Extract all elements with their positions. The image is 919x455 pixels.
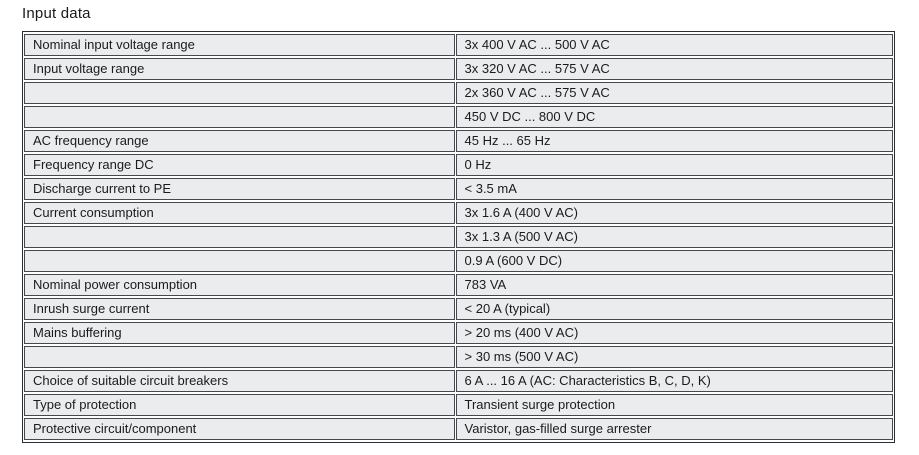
spec-value-cell: > 20 ms (400 V AC): [455, 322, 893, 344]
spec-label-cell: Frequency range DC: [24, 154, 455, 176]
table-row: > 30 ms (500 V AC): [24, 346, 893, 368]
table-row: Discharge current to PE < 3.5 mA: [24, 178, 893, 200]
table-row: 3x 1.3 A (500 V AC): [24, 226, 893, 248]
spec-label-cell: Choice of suitable circuit breakers: [24, 370, 455, 392]
spec-label-cell: [24, 250, 455, 272]
table-row: 2x 360 V AC ... 575 V AC: [24, 82, 893, 104]
table-row: Nominal power consumption 783 VA: [24, 274, 893, 296]
spec-value-cell: 3x 1.3 A (500 V AC): [455, 226, 893, 248]
section-title: Input data: [22, 5, 91, 22]
table-row: Input voltage range 3x 320 V AC ... 575 V…: [24, 58, 893, 80]
spec-label-cell: Type of protection: [24, 394, 455, 416]
spec-value-cell: Varistor, gas-filled surge arrester: [455, 418, 893, 440]
spec-value-cell: 6 A ... 16 A (AC: Characteristics B, C, …: [455, 370, 893, 392]
table-row: Frequency range DC 0 Hz: [24, 154, 893, 176]
spec-value-cell: 45 Hz ... 65 Hz: [455, 130, 893, 152]
spec-value-cell: 3x 400 V AC ... 500 V AC: [455, 34, 893, 56]
spec-value-cell: 3x 1.6 A (400 V AC): [455, 202, 893, 224]
spec-label-cell: Mains buffering: [24, 322, 455, 344]
spec-value-cell: > 30 ms (500 V AC): [455, 346, 893, 368]
spec-value-cell: 783 VA: [455, 274, 893, 296]
spec-label-cell: Protective circuit/component: [24, 418, 455, 440]
spec-value-cell: 2x 360 V AC ... 575 V AC: [455, 82, 893, 104]
input-data-table: Nominal input voltage range 3x 400 V AC .…: [23, 32, 894, 442]
spec-label-cell: Input voltage range: [24, 58, 455, 80]
spec-label-cell: [24, 346, 455, 368]
spec-label-cell: AC frequency range: [24, 130, 455, 152]
spec-value-cell: 0 Hz: [455, 154, 893, 176]
table-row: 450 V DC ... 800 V DC: [24, 106, 893, 128]
spec-label-cell: Nominal power consumption: [24, 274, 455, 296]
table-row: Mains buffering > 20 ms (400 V AC): [24, 322, 893, 344]
input-data-table-border: Nominal input voltage range 3x 400 V AC .…: [22, 31, 895, 443]
spec-value-cell: < 3.5 mA: [455, 178, 893, 200]
input-data-table-body: Nominal input voltage range 3x 400 V AC .…: [24, 34, 893, 440]
spec-label-cell: [24, 226, 455, 248]
spec-value-cell: 450 V DC ... 800 V DC: [455, 106, 893, 128]
table-row: Protective circuit/component Varistor, ga…: [24, 418, 893, 440]
table-row: Choice of suitable circuit breakers 6 A .…: [24, 370, 893, 392]
table-row: Current consumption 3x 1.6 A (400 V AC): [24, 202, 893, 224]
spec-label-cell: [24, 106, 455, 128]
table-row: Inrush surge current < 20 A (typical): [24, 298, 893, 320]
spec-label-cell: Nominal input voltage range: [24, 34, 455, 56]
spec-label-cell: Current consumption: [24, 202, 455, 224]
spec-label-cell: Discharge current to PE: [24, 178, 455, 200]
spec-label-cell: Inrush surge current: [24, 298, 455, 320]
spec-value-cell: < 20 A (typical): [455, 298, 893, 320]
table-row: AC frequency range 45 Hz ... 65 Hz: [24, 130, 893, 152]
table-row: 0.9 A (600 V DC): [24, 250, 893, 272]
spec-value-cell: 0.9 A (600 V DC): [455, 250, 893, 272]
spec-label-cell: [24, 82, 455, 104]
table-row: Type of protection Transient surge protec…: [24, 394, 893, 416]
spec-value-cell: 3x 320 V AC ... 575 V AC: [455, 58, 893, 80]
spec-value-cell: Transient surge protection: [455, 394, 893, 416]
table-row: Nominal input voltage range 3x 400 V AC .…: [24, 34, 893, 56]
